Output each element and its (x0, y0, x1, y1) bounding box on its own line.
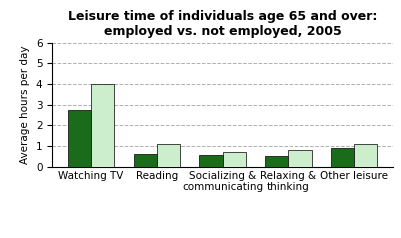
Bar (288, 150, 312, 167)
Bar (354, 144, 377, 167)
Title: Leisure time of individuals age 65 and over:
employed vs. not employed, 2005: Leisure time of individuals age 65 and o… (68, 10, 377, 38)
Bar (134, 154, 157, 167)
Bar (265, 156, 288, 167)
Bar (199, 155, 223, 167)
Bar (68, 110, 91, 167)
Bar (91, 84, 114, 167)
Bar (223, 152, 246, 167)
Bar (331, 148, 354, 167)
Bar (157, 144, 180, 167)
Y-axis label: Average hours per day: Average hours per day (20, 45, 30, 164)
